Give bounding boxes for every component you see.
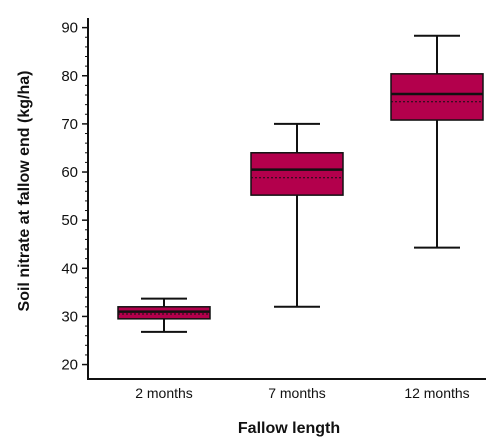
y-axis-ticks: 20 30 40 50 60 70 80 90 (61, 20, 88, 374)
y-tick-label-90: 90 (61, 20, 78, 37)
iqr-box-7-months (250, 152, 344, 196)
box-2-months (117, 297, 211, 333)
iqr-box-12-months (390, 73, 484, 121)
box-series (117, 34, 484, 333)
box-12-months (390, 34, 484, 249)
y-tick-label-40: 40 (61, 260, 78, 277)
y-axis-title: Soil nitrate at fallow end (kg/ha) (16, 71, 33, 312)
y-tick-label-60: 60 (61, 164, 78, 181)
x-axis-title: Fallow length (238, 420, 340, 437)
y-axis-minor-ticks (85, 36, 88, 356)
y-tick-label-30: 30 (61, 308, 78, 325)
category-label-7-months: 7 months (268, 385, 326, 401)
x-axis-tick-labels: 2 months 7 months 12 months (135, 385, 469, 401)
y-tick-label-80: 80 (61, 68, 78, 85)
category-label-2-months: 2 months (135, 385, 193, 401)
box-7-months (250, 122, 344, 308)
category-label-12-months: 12 months (404, 385, 469, 401)
y-tick-label-20: 20 (61, 357, 78, 374)
y-tick-label-70: 70 (61, 116, 78, 133)
y-tick-label-50: 50 (61, 212, 78, 229)
